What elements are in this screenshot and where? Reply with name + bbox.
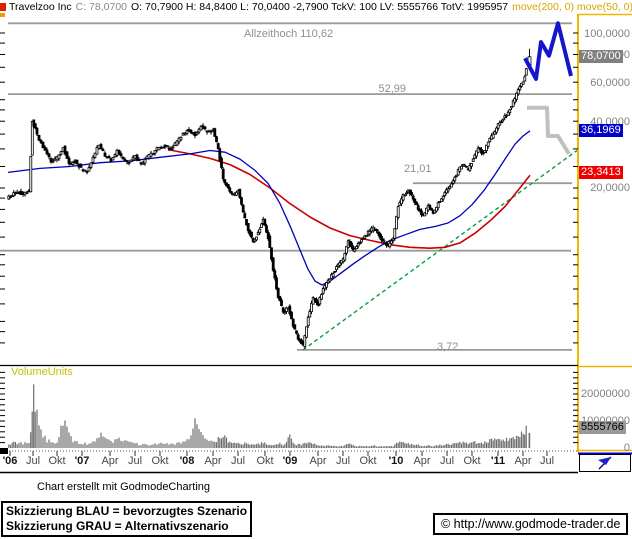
- volume-bars: [8, 384, 531, 448]
- axis-corner-block: [0, 448, 8, 454]
- ma50-line: [7, 130, 531, 286]
- x-axis-label: '10: [388, 455, 404, 467]
- x-axis-label: Okt: [256, 455, 274, 467]
- blue-preferred-scenario-sketch: [523, 21, 573, 81]
- symbol-name: Travelzoo Inc: [9, 1, 72, 13]
- ma200-value-badge: 23,3413: [579, 166, 623, 179]
- volume-axis-label: 20000000: [581, 388, 630, 400]
- all-time-high-label: Allzeithoch 110,62: [244, 28, 334, 40]
- x-axis-label: Jul: [439, 455, 455, 467]
- x-axis-label: '06: [2, 455, 18, 467]
- ohlc-values: O: 70,7900 H: 84,8400 L: 70,0400 -2,7900…: [131, 1, 509, 13]
- copyright-box: © http://www.godmode-trader.de: [433, 513, 629, 535]
- quote-bar: Travelzoo Inc C: 78,0700 O: 70,7900 H: 84,…: [9, 1, 632, 13]
- gray-alternative-scenario-sketch: [527, 105, 571, 155]
- x-axis-label: Jul: [127, 455, 143, 467]
- x-axis-label: '08: [179, 455, 195, 467]
- x-axis-label: Okt: [48, 455, 66, 467]
- price-axis-label: 60,0000: [590, 77, 630, 89]
- jump-to-latest-button[interactable]: [579, 454, 631, 472]
- chart-credit-text: Chart erstellt mit GodmodeCharting: [37, 481, 211, 493]
- x-axis-label: '07: [74, 455, 90, 467]
- x-axis-label: Jul: [335, 455, 351, 467]
- ma50-value-badge: 36,1969: [579, 124, 623, 137]
- uptrend-line: [302, 149, 578, 351]
- axes-and-borders: [0, 3, 632, 474]
- x-axis-label: Apr: [514, 455, 532, 467]
- flag-icon: [598, 456, 612, 470]
- legend-gray-scenario: Skizzierung GRAU = Alternativszenario: [6, 519, 229, 533]
- price-axis-label: 20,0000: [590, 182, 630, 194]
- last-volume-badge: 5555766: [579, 421, 626, 434]
- candlesticks: [7, 48, 532, 349]
- resistance-label-2101: 21,01: [404, 163, 432, 175]
- x-axis-label: Apr: [101, 455, 119, 467]
- x-axis-label: Jul: [230, 455, 246, 467]
- last-price-badge: 78,0700: [579, 50, 623, 63]
- orange-handle-icon: [0, 13, 5, 17]
- volume-axis-label: 0: [623, 442, 630, 454]
- volume-pane-title: VolumeUnits: [11, 366, 73, 378]
- price-axis-label: 100,0000: [584, 28, 630, 40]
- axis-ticks: [0, 32, 578, 456]
- x-axis-label: '11: [490, 455, 506, 467]
- x-axis-label: Apr: [204, 455, 222, 467]
- ma200-line: [167, 148, 531, 249]
- indicator-labels: move(200, 0) move(50, 0): [512, 1, 632, 13]
- resistance-label-5299: 52,99: [378, 83, 406, 95]
- support-label-372: 3,72: [437, 341, 459, 353]
- x-axis-label: Okt: [151, 455, 169, 467]
- red-handle-icon: [0, 3, 6, 11]
- legend-blue-scenario: Skizzierung BLAU = bevorzugtes Szenario: [6, 504, 248, 518]
- scenario-legend: Skizzierung BLAU = bevorzugtes Szenario …: [1, 501, 253, 537]
- x-axis-label: Jul: [25, 455, 41, 467]
- x-axis-label: Okt: [463, 455, 481, 467]
- support-resistance-lines: [0, 22, 572, 351]
- close-quote: C: 78,0700: [75, 1, 128, 13]
- x-axis-label: Apr: [413, 455, 431, 467]
- x-axis-label: Jul: [539, 455, 555, 467]
- x-axis-label: Okt: [359, 455, 377, 467]
- x-axis-label: '09: [282, 455, 298, 467]
- x-axis-label: Apr: [309, 455, 327, 467]
